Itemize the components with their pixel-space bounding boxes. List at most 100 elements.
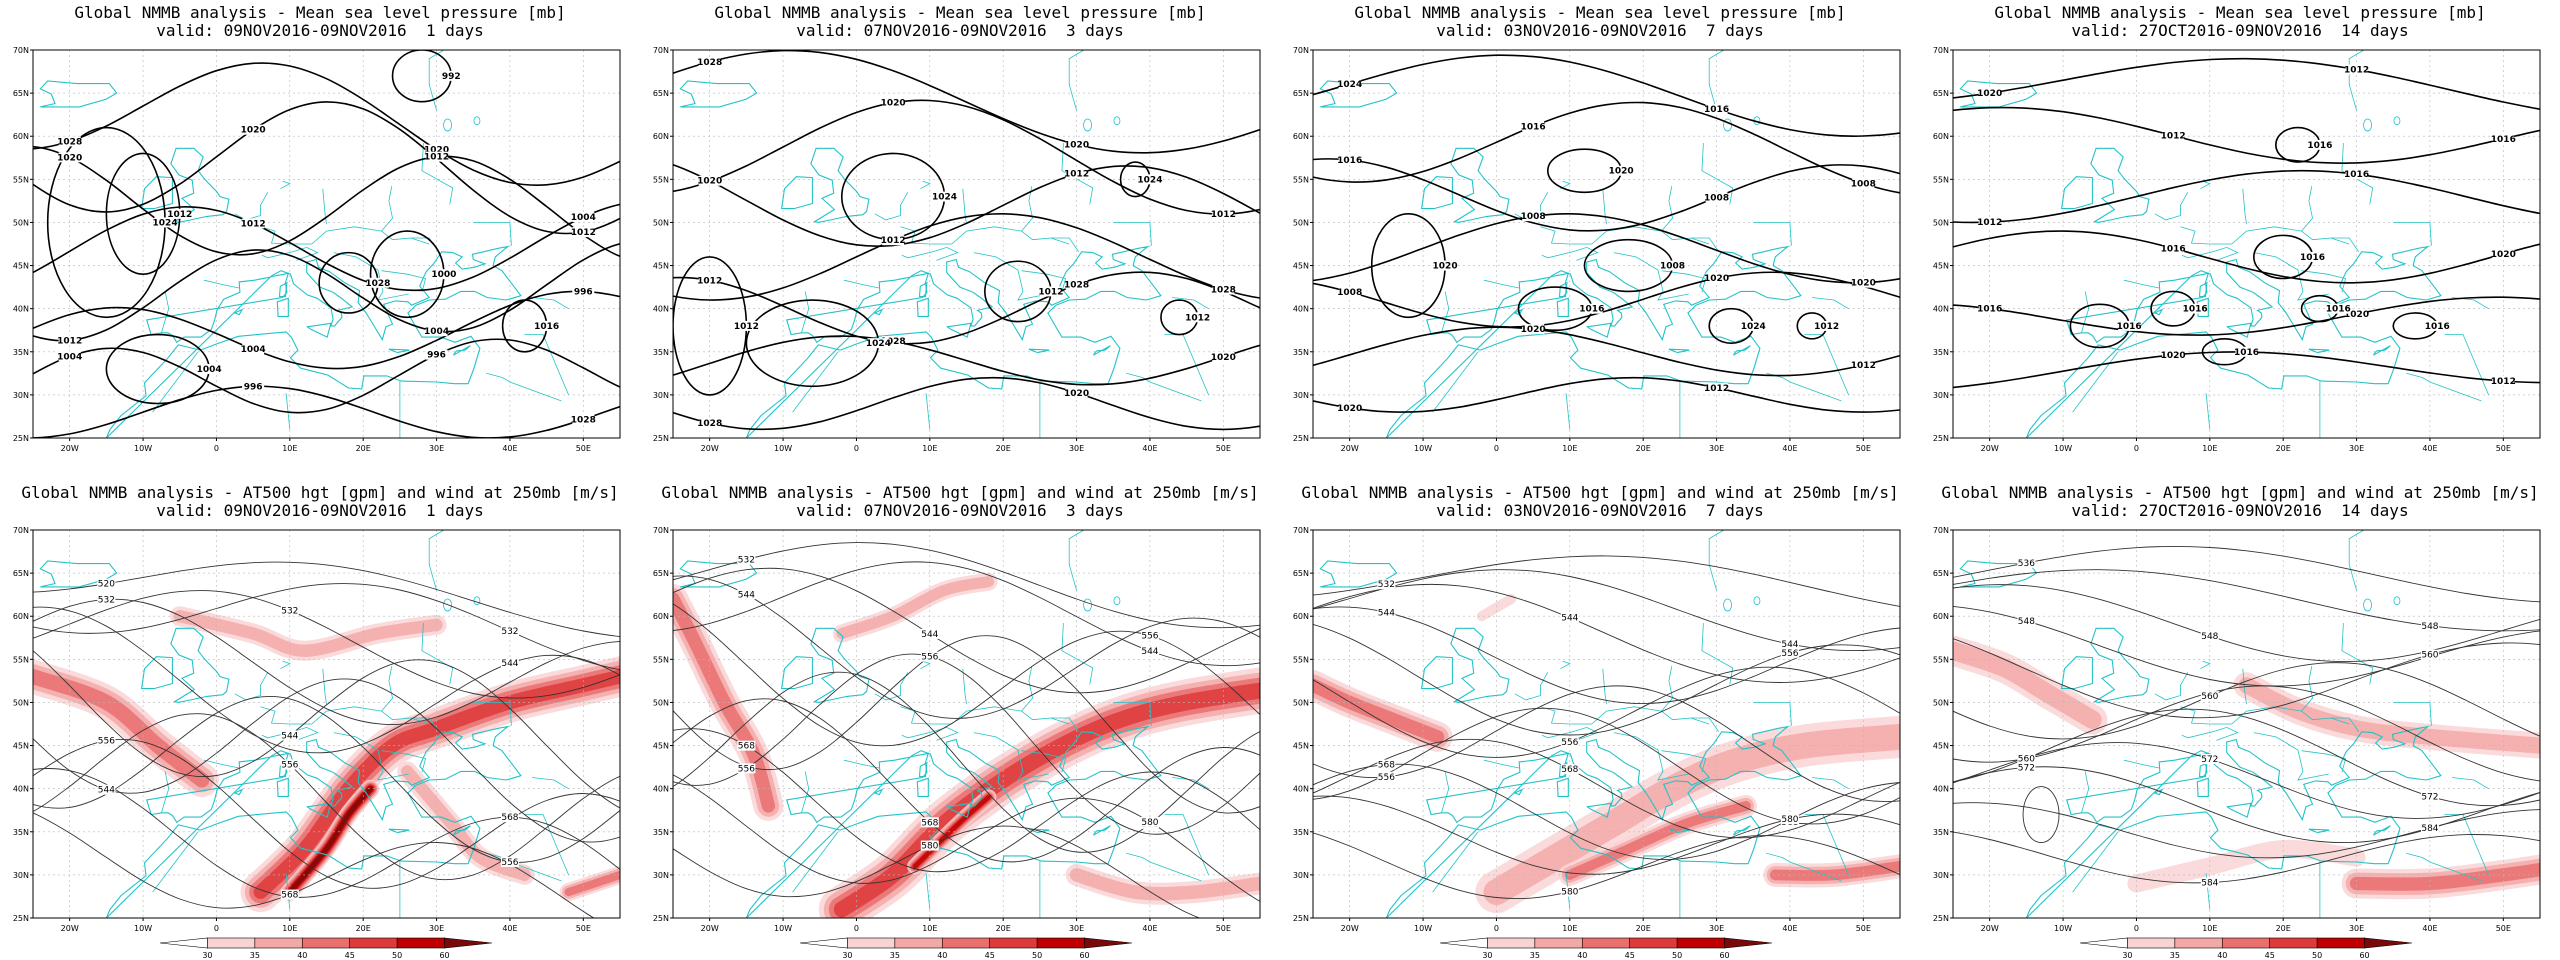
isobar-label: 1020 (1211, 353, 1236, 363)
isobar-label: 1028 (1064, 281, 1089, 291)
border-line (2181, 726, 2239, 741)
lat-label: 35N (1293, 828, 1309, 837)
lake (443, 118, 452, 132)
lon-label: 10E (282, 444, 297, 453)
coastline (916, 777, 929, 797)
contour-label-bg (1140, 646, 1159, 657)
contour-label-bg (2420, 620, 2439, 631)
coastline (945, 322, 972, 338)
z500-map: 53254454454455655655656856856858058070N6… (1293, 526, 1901, 960)
coastline (233, 788, 244, 796)
border-line (1541, 246, 1599, 261)
isobar-label-bg (572, 414, 595, 425)
coastline (1385, 725, 1802, 918)
isobar-label-bg (1705, 382, 1728, 393)
isobar-label: 1012 (424, 153, 449, 163)
contour-label: 556 (1561, 738, 1578, 748)
coastline (145, 272, 290, 344)
lon-label: 10W (134, 924, 152, 933)
border-line (428, 50, 445, 111)
lat-label: 25N (1933, 914, 1949, 923)
isobar-label-bg (572, 286, 595, 297)
lat-label: 40N (13, 785, 29, 794)
wind-band (564, 870, 620, 897)
height-contour (1313, 738, 1900, 839)
graticule (33, 50, 620, 438)
coastline (276, 777, 289, 797)
lat-label: 45N (1293, 742, 1309, 751)
coastline (1092, 825, 1111, 836)
isobar-label-bg (154, 217, 177, 228)
lon-label: 20W (701, 924, 719, 933)
lat-label: 45N (1293, 262, 1309, 271)
colorbar-segment (847, 937, 896, 949)
border-line (2406, 372, 2482, 402)
lake (443, 598, 452, 612)
isobar-label-bg (242, 124, 265, 135)
height-contour (1953, 569, 2540, 632)
isobar-label: 1028 (57, 137, 82, 147)
border-line (203, 759, 240, 769)
border-line (1068, 530, 1085, 591)
colorbar-segment (941, 937, 991, 949)
contour-label-bg (1780, 814, 1799, 825)
coastline (1585, 802, 1612, 818)
contour-label-bg (1377, 607, 1396, 618)
colorbar-segment (1534, 937, 1583, 949)
lat-label: 25N (653, 434, 669, 443)
border-line (2242, 668, 2247, 705)
coastline (1585, 322, 1612, 338)
map-frame (1312, 49, 1901, 439)
map-frame (1312, 529, 1901, 919)
border-line (161, 291, 170, 333)
contour-label: 532 (98, 595, 115, 605)
lat-label: 30N (1933, 391, 1949, 400)
colorbar-segment (2221, 937, 2271, 949)
border-line (421, 143, 454, 205)
border-line (2081, 291, 2090, 333)
border-line (1061, 143, 1094, 205)
lat-label: 25N (1293, 914, 1309, 923)
contour-label-bg (920, 817, 939, 828)
isobar (1953, 169, 2540, 224)
isobar-label: 1004 (197, 365, 222, 375)
border-line (1113, 222, 1152, 246)
lon-label: 20W (1341, 444, 1359, 453)
lat-label: 30N (1293, 391, 1309, 400)
contour-label-bg (2017, 615, 2036, 626)
border-line (973, 732, 1049, 781)
coastline (39, 560, 118, 588)
lake (2393, 596, 2401, 606)
isobar-label: 1012 (571, 228, 596, 238)
lon-label: 20E (2276, 924, 2291, 933)
panel-title: Global NMMB analysis - AT500 hgt [gpm] a… (1941, 483, 2539, 520)
contour-label: 584 (2421, 824, 2438, 834)
contour-label-bg (97, 594, 116, 605)
isobar-label-bg (1978, 303, 2001, 314)
colorbar-segment (444, 937, 493, 949)
lon-label: 30E (429, 924, 444, 933)
isobar-label: 1012 (1211, 210, 1236, 220)
isobar-label-bg (242, 218, 265, 229)
coastline (1558, 761, 1568, 778)
contour-label-bg (920, 840, 939, 851)
contour-label: 556 (281, 761, 298, 771)
isobar-label: 1020 (1977, 89, 2002, 99)
border-line (1661, 750, 1707, 773)
isobar-label-bg (58, 335, 81, 346)
isobar-label-bg (572, 211, 595, 222)
contour-label-bg (97, 578, 116, 589)
lake (1723, 598, 1732, 612)
lake (473, 116, 481, 126)
lat-label: 60N (1293, 132, 1309, 141)
colorbar-tick: 60 (1719, 951, 1729, 960)
contour-label-bg (280, 889, 299, 900)
border-line (381, 666, 393, 712)
border-line (2242, 188, 2247, 225)
coastline (145, 752, 290, 824)
wind-band (33, 669, 210, 788)
border-line (1804, 334, 1849, 396)
border-line (1126, 852, 1202, 882)
lat-label: 50N (653, 698, 669, 707)
